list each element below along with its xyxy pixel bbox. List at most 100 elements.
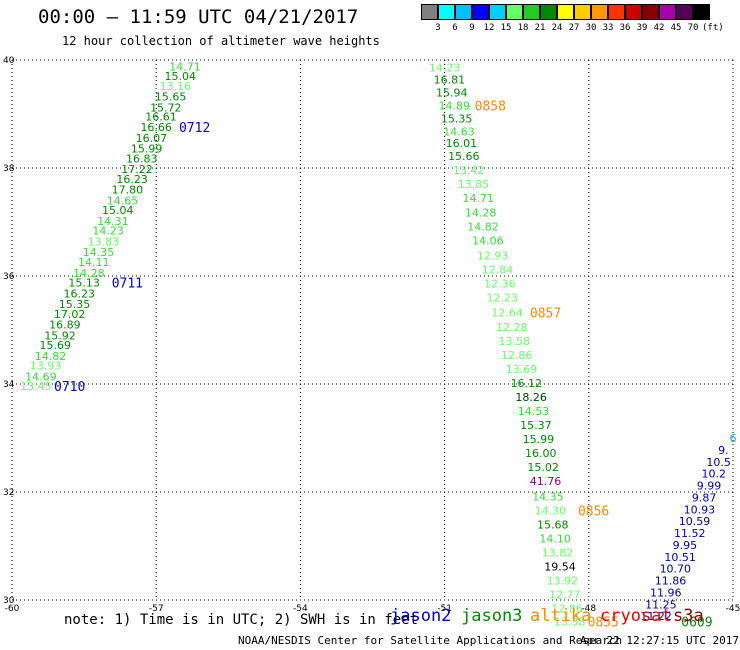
wave-height-value: 11.22 [640,610,672,623]
wave-height-value: 11.86 [655,575,687,588]
lon-tick-label: -60 [5,604,20,614]
lat-tick-label: 34 [3,380,15,390]
wave-height-value: 10.59 [679,515,711,528]
wave-height-value: 14.82 [467,220,499,233]
wave-height-value: 12.84 [482,264,514,277]
wave-height-value: 15.66 [448,150,480,163]
pass-time-label: 0712 [179,121,210,136]
wave-height-value: 15.99 [523,433,555,446]
wave-height-value: 14.35 [83,246,115,259]
legend-label: 9 [469,23,475,33]
legend-altika: altika [530,606,592,626]
legend-swatch [557,4,574,20]
lon-tick-label: -45 [726,604,740,614]
wave-height-value: 16.61 [145,111,177,124]
legend-label: 24 [551,23,563,33]
legend-swatch [472,4,489,20]
legend-swatch [625,4,642,20]
wave-height-value: 15.37 [520,419,552,432]
wave-height-value: 15.13 [68,276,100,289]
lat-tick-label: 32 [3,488,14,498]
legend-swatch [455,4,472,20]
wave-height-value: 14.53 [518,405,550,418]
legend-label: 15 [500,23,512,33]
legend-label: 12 [483,23,495,33]
legend-swatch [659,4,676,20]
wave-height-value: 13.69 [506,363,538,376]
wave-height-value: 10.70 [660,563,692,576]
lat-tick-label: 38 [3,164,15,174]
wave-height-value: 13.82 [542,546,574,559]
wave-height-value: 12.93 [477,249,509,262]
wave-height-value: 16.23 [64,287,96,300]
wave-height-value: 14.65 [107,194,139,207]
wave-height-value: 13.38 [554,616,586,629]
legend-swatch [421,4,438,20]
wave-height-value: 15.04 [164,70,196,83]
wave-height-value: 12.28 [496,321,528,334]
wave-height-value: 15.72 [150,102,182,115]
legend-swatch [489,4,506,20]
wave-height-value: 41.76 [530,475,562,488]
wave-height-value: 14.89 [438,99,470,112]
wave-height-value: 13.42 [453,164,485,177]
legend-label: 3 [435,23,441,33]
lat-tick-label: 40 [3,56,15,66]
lon-tick-label: -57 [149,604,164,614]
wave-height-value: 18.26 [515,391,547,404]
wave-height-value: 11.96 [650,586,682,599]
wave-height-value: 14.69 [25,370,57,383]
wave-height-value: 15.65 [155,91,187,104]
map-title: 00:00 — 11:59 UTC 04/21/2017 [38,6,359,28]
wave-height-value: 14.71 [169,60,201,73]
wave-height-value: 10.2 [702,468,727,481]
lon-tick-label: -51 [437,604,452,614]
legend-label: 42 [653,23,665,33]
lat-tick-label: 30 [3,596,15,606]
pass-time-label: 0609 [681,616,712,631]
wave-height-value: 9.95 [673,539,698,552]
legend-swatch [693,4,710,20]
wave-height-value: 13.58 [499,335,531,348]
generated-timestamp: Apr 22 12:27:15 UTC 2017 [580,634,739,647]
wave-height-value: 15.92 [44,329,76,342]
wave-height-value: 15.69 [40,339,72,352]
legend-label: 36 [619,23,631,33]
wave-height-value: 13.92 [547,575,579,588]
legend-label: 33 [602,23,614,33]
wave-height-value: 12.36 [484,278,516,291]
wave-height-value: 14.11 [78,256,110,269]
wave-height-value: 14.28 [73,267,105,280]
pass-time-label: 0710 [54,380,85,395]
pass-time-label: 0858 [475,99,506,114]
legend-swatch [540,4,557,20]
wave-height-value: 17.22 [121,163,153,176]
legend-label: 27 [568,23,580,33]
wave-height-value: 14.23 [429,62,461,75]
wave-height-value: 15.35 [441,112,473,125]
wave-height-value: 17.80 [112,184,144,197]
lat-tick-label: 36 [3,272,15,282]
wave-height-value: 9.99 [697,480,722,493]
legend-swatch [438,4,455,20]
wave-height-value: 14.10 [539,532,571,545]
legend-swatch [523,4,540,20]
legend-swatch [642,4,659,20]
pass-time-label: 0711 [112,276,143,291]
wave-height-value: 15.04 [102,204,134,217]
legend-jason3: jason3 [461,606,523,626]
wave-height-value: 10.5 [706,456,731,469]
wave-height-value: 9.87 [692,491,717,504]
wave-height-value: 13.83 [88,235,120,248]
legend-swatch [591,4,608,20]
footer-note: note: 1) Time is in UTC; 2) SWH is in fe… [64,612,419,628]
wave-height-value: 13.85 [458,178,490,191]
wave-height-value: 11.52 [674,527,706,540]
wave-height-value: 15.35 [59,298,91,311]
wave-height-value: 14.23 [92,225,124,238]
wave-height-value: 10.93 [684,503,716,516]
wave-height-value: 14.82 [35,350,67,363]
wave-height-value: 16.07 [136,132,168,145]
wave-height-value: 15.94 [436,86,468,99]
